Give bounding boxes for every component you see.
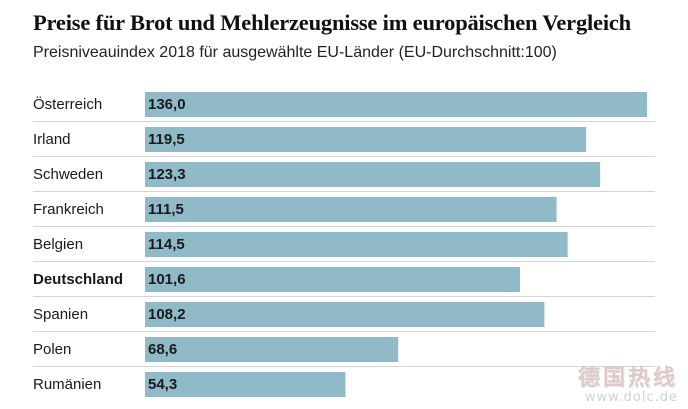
value-label: 111,5 xyxy=(148,201,184,218)
value-label: 101,6 xyxy=(148,271,186,288)
bar-rumänien xyxy=(145,372,346,397)
value-label: 119,5 xyxy=(148,131,185,148)
bar-deutschland xyxy=(145,267,521,292)
category-label: Spanien xyxy=(33,306,88,323)
value-label: 68,6 xyxy=(148,341,177,358)
category-label: Irland xyxy=(33,131,71,148)
watermark-url: www.dolc.de xyxy=(584,389,678,405)
value-label: 54,3 xyxy=(148,376,177,393)
watermark-logo: 德国热线 xyxy=(577,365,678,391)
value-label: 114,5 xyxy=(148,236,185,253)
category-label: Polen xyxy=(33,341,71,358)
category-label: Österreich xyxy=(33,95,102,113)
value-label: 136,0 xyxy=(148,96,186,113)
chart-subtitle: Preisniveauindex 2018 für ausgewählte EU… xyxy=(33,44,557,61)
bar-belgien xyxy=(145,232,568,257)
bar-schweden xyxy=(145,162,601,187)
bar-spanien xyxy=(145,302,545,327)
category-label: Rumänien xyxy=(33,376,101,393)
bar-österreich xyxy=(145,92,647,117)
category-label: Frankreich xyxy=(33,201,104,218)
bar-frankreich xyxy=(145,197,557,222)
chart-title: Preise für Brot und Mehlerzeugnisse im e… xyxy=(33,10,631,35)
category-label: Schweden xyxy=(33,166,103,183)
watermark: 德国热线 www.dolc.de xyxy=(577,365,678,405)
value-label: 108,2 xyxy=(148,306,186,323)
category-label: Deutschland xyxy=(33,271,123,288)
bar-irland xyxy=(145,127,587,152)
category-label: Belgien xyxy=(33,236,83,253)
value-label: 123,3 xyxy=(148,166,186,183)
bar-polen xyxy=(145,337,399,362)
